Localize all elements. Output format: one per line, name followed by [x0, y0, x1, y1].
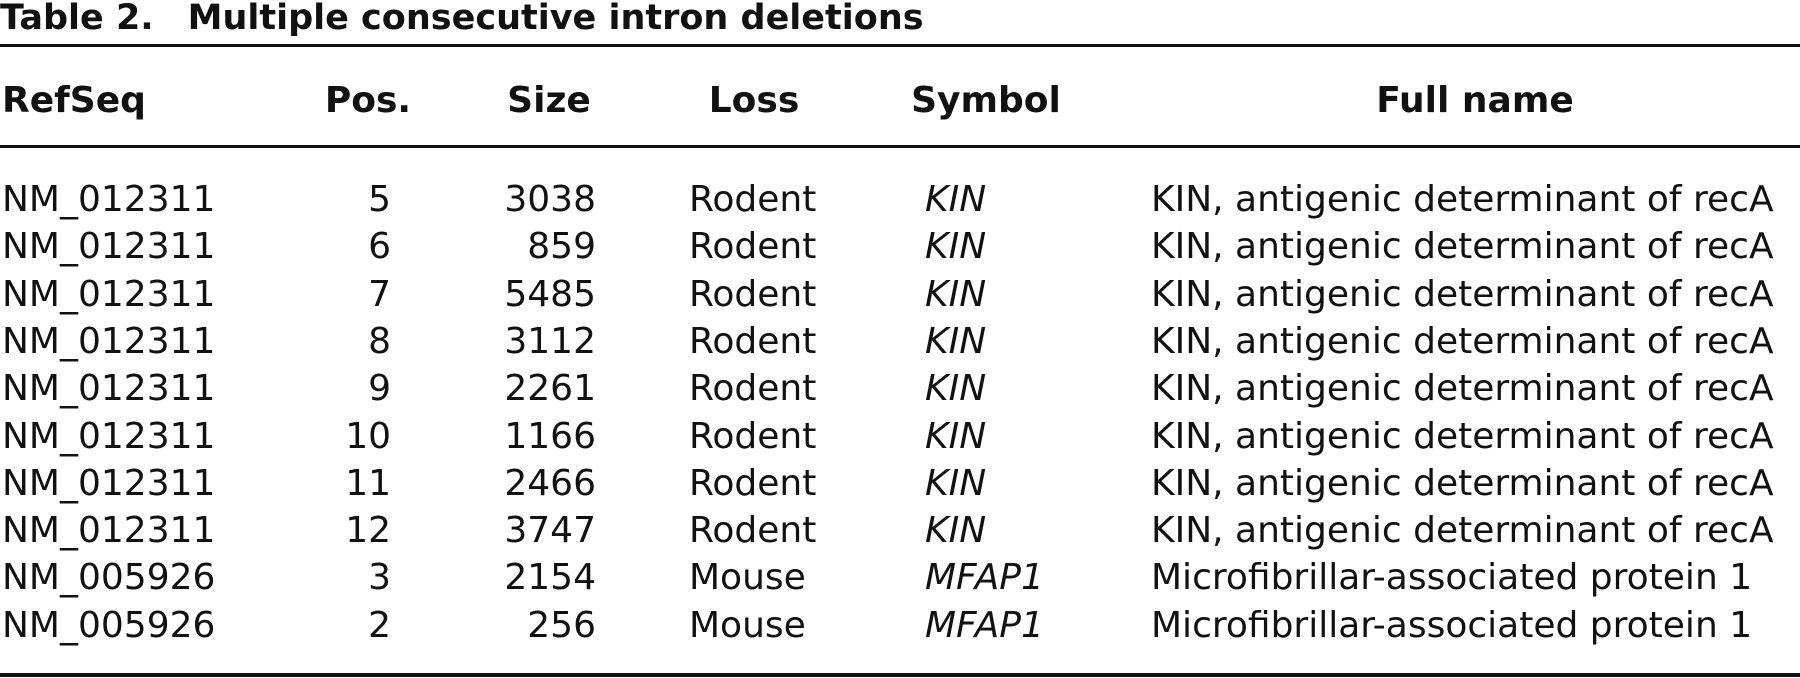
table-cell: 8 — [368, 320, 391, 362]
table-cell: Rodent — [689, 510, 817, 552]
table-cell: NM_012311 — [2, 368, 216, 410]
table-cell: 3747 — [504, 510, 596, 552]
table-cell: Rodent — [689, 368, 817, 410]
table-cell: 3038 — [504, 179, 596, 220]
table-cell: 2 — [368, 604, 391, 646]
column-header: Pos. — [324, 80, 412, 121]
bottom-rule — [0, 673, 1800, 677]
table-cell: 6 — [368, 226, 391, 268]
table-cell: NM_012311 — [2, 179, 216, 220]
table-cell: Rodent — [689, 462, 817, 504]
table-cell: Rodent — [689, 415, 817, 457]
table-cell: KIN — [925, 273, 987, 315]
table-cell: 3 — [368, 557, 391, 599]
table-cell: 7 — [368, 273, 391, 315]
table-cell: Rodent — [689, 226, 817, 268]
table-cell: 10 — [345, 415, 391, 457]
table-cell: NM_012311 — [2, 320, 216, 362]
table-cell: Rodent — [689, 179, 817, 220]
table-cell: KIN — [925, 368, 987, 410]
table-cell: 11 — [345, 462, 391, 504]
column-header: RefSeq — [2, 80, 146, 121]
table-cell: Mouse — [689, 557, 806, 599]
table-cell: 5 — [368, 179, 391, 220]
table-label: Table 2. — [0, 0, 154, 38]
table-cell: KIN, antigenic determinant of recA — [1151, 462, 1774, 504]
table-cell: 1166 — [504, 415, 596, 457]
table-cell: NM_012311 — [2, 510, 216, 552]
table-cell: KIN — [925, 226, 987, 268]
table-cell: NM_012311 — [2, 273, 216, 315]
table-cell: NM_005926 — [2, 557, 216, 599]
table-cell: 2154 — [504, 557, 596, 599]
table-cell: NM_012311 — [2, 462, 216, 504]
table-cell: KIN, antigenic determinant of recA — [1151, 179, 1774, 220]
table-cell: Rodent — [689, 273, 817, 315]
table-cell: NM_012311 — [2, 415, 216, 457]
table-cell: Microfibrillar-associated protein 1 — [1151, 604, 1753, 646]
table-cell: KIN — [925, 320, 987, 362]
table-cell: KIN — [925, 415, 987, 457]
column-header: Full name — [1376, 80, 1574, 121]
column-header: Size — [507, 80, 591, 121]
table-cell: 3112 — [504, 320, 596, 362]
table-cell: KIN — [925, 510, 987, 552]
table-cell: MFAP1 — [925, 557, 1044, 599]
table-cell: KIN, antigenic determinant of recA — [1151, 368, 1774, 410]
table-cell: 256 — [527, 604, 596, 646]
table-cell: MFAP1 — [925, 604, 1044, 646]
table-cell: KIN, antigenic determinant of recA — [1151, 320, 1774, 362]
table-cell: 12 — [345, 510, 391, 552]
table-cell: KIN, antigenic determinant of recA — [1151, 415, 1774, 457]
table-cell: KIN — [925, 462, 987, 504]
table-cell: KIN, antigenic determinant of recA — [1151, 273, 1774, 315]
table-cell: 859 — [527, 226, 596, 268]
table-cell: Mouse — [689, 604, 806, 646]
header-rule — [0, 145, 1800, 148]
table-cell: Microfibrillar-associated protein 1 — [1151, 557, 1753, 599]
table-cell: 5485 — [504, 273, 596, 315]
table-cell: KIN, antigenic determinant of recA — [1151, 510, 1774, 552]
table-cell: NM_005926 — [2, 604, 216, 646]
table-cell: 2466 — [504, 462, 596, 504]
table-cell: NM_012311 — [2, 226, 216, 268]
table-cell: Rodent — [689, 320, 817, 362]
table-title: Table 2. Multiple consecutive intron dele… — [0, 0, 924, 38]
top-rule — [0, 44, 1800, 47]
table-cell: KIN, antigenic determinant of recA — [1151, 226, 1774, 268]
table-cell: 2261 — [504, 368, 596, 410]
column-header: Symbol — [911, 80, 1061, 121]
column-header: Loss — [708, 80, 800, 121]
table-cell: KIN — [925, 179, 987, 220]
title-text: Multiple consecutive intron deletions — [187, 0, 924, 38]
table-cell: 9 — [368, 368, 391, 410]
